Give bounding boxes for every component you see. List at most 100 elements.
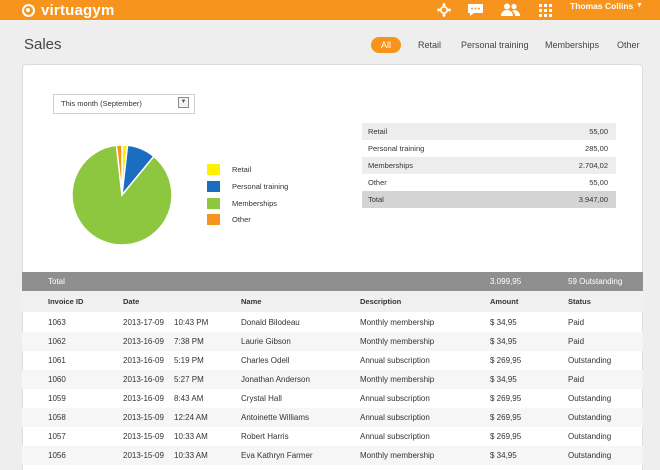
invoice-amount: $ 34,95 — [490, 318, 517, 327]
invoice-description: Annual subscription — [360, 432, 430, 441]
invoice-name: Donald Bilodeau — [241, 318, 300, 327]
invoice-time: 10:33 AM — [174, 451, 208, 460]
chevron-down-icon[interactable]: ▼ — [636, 2, 643, 9]
filter-tab-memberships[interactable]: Memberships — [545, 40, 600, 50]
legend-label: Retail — [232, 165, 252, 174]
invoice-description: Monthly membership — [360, 318, 435, 327]
logo-text: virtuagym — [41, 1, 115, 19]
column-header-status[interactable]: Status — [568, 297, 591, 306]
legend-item-personal-training: Personal training — [207, 181, 288, 192]
chat-icon[interactable] — [466, 0, 484, 20]
invoice-row[interactable]: 1063 2013-17-09 10:43 PM Donald Bilodeau… — [22, 313, 643, 332]
invoice-description: Annual subscription — [360, 413, 430, 422]
invoice-time: 10:43 PM — [174, 318, 209, 327]
sales-summary-table: Retail 55,00 Personal training 285,00 Me… — [362, 123, 616, 208]
sales-pie-chart — [71, 144, 173, 246]
invoice-amount: $ 269,95 — [490, 413, 522, 422]
legend-label: Other — [232, 215, 251, 224]
legend-item-memberships: Memberships — [207, 198, 277, 209]
legend-swatch-memberships — [207, 198, 220, 209]
invoices-total-bar: Total 3.099,95 59 Outstanding — [22, 272, 643, 291]
legend-item-other: Other — [207, 214, 251, 225]
invoice-time: 12:24 AM — [174, 413, 208, 422]
summary-total-row: Total 3.947,00 — [362, 191, 616, 208]
hub-icon[interactable] — [436, 0, 452, 20]
invoice-status: Outstanding — [568, 356, 612, 365]
summary-label: Other — [368, 178, 387, 187]
invoice-time: 8:43 AM — [174, 394, 204, 403]
summary-value: 285,00 — [585, 144, 608, 153]
invoice-time: 5:27 PM — [174, 375, 204, 384]
summary-label: Memberships — [368, 161, 414, 170]
people-icon[interactable] — [498, 0, 522, 20]
invoice-id: 1062 — [48, 337, 66, 346]
summary-row: Retail 55,00 — [362, 123, 616, 140]
invoice-name: Crystal Hall — [241, 394, 282, 403]
invoice-date: 2013-16-09 — [123, 394, 164, 403]
invoice-id: 1058 — [48, 413, 66, 422]
invoice-status: Outstanding — [568, 394, 612, 403]
invoice-row[interactable]: 1060 2013-16-09 5:27 PM Jonathan Anderso… — [22, 370, 643, 389]
invoice-amount: $ 34,95 — [490, 375, 517, 384]
column-header-name[interactable]: Name — [241, 297, 262, 306]
filter-tab-retail[interactable]: Retail — [418, 40, 442, 50]
legend-label: Memberships — [232, 199, 278, 208]
invoice-date: 2013-15-09 — [123, 432, 164, 441]
invoice-status: Outstanding — [568, 451, 612, 460]
invoice-name: Jonathan Anderson — [241, 375, 310, 384]
invoice-date: 2013-16-09 — [123, 356, 164, 365]
summary-value: 2.704,02 — [578, 161, 608, 170]
pie-slice-other — [115, 144, 123, 196]
select-arrow-icon[interactable]: ▼ — [178, 97, 189, 108]
invoice-status: Paid — [568, 337, 585, 346]
invoices-table-header: Invoice ID Date Name Description Amount … — [22, 291, 643, 312]
filter-tab-other[interactable]: Other — [617, 40, 640, 50]
invoice-amount: $ 34,95 — [490, 451, 517, 460]
invoice-row[interactable]: 1058 2013-15-09 12:24 AM Antoinette Will… — [22, 408, 643, 427]
summary-row: Personal training 285,00 — [362, 140, 616, 157]
outstanding-count[interactable]: 59 Outstanding — [568, 277, 623, 286]
filter-tab-all[interactable]: All — [371, 37, 401, 53]
invoice-row[interactable]: 1057 2013-15-09 10:33 AM Robert Harris A… — [22, 427, 643, 446]
invoice-row[interactable]: 1061 2013-16-09 5:19 PM Charles Odell An… — [22, 351, 643, 370]
invoice-description: Annual subscription — [360, 394, 430, 403]
invoice-description: Monthly membership — [360, 337, 435, 346]
invoice-id: 1060 — [48, 375, 66, 384]
invoice-row[interactable]: 1059 2013-16-09 8:43 AM Crystal Hall Ann… — [22, 389, 643, 408]
invoice-name: Antoinette Williams — [241, 413, 310, 422]
user-menu-name[interactable]: Thomas Collins — [570, 1, 634, 11]
period-select[interactable]: This month (September) — [53, 94, 195, 114]
logo-mark-icon — [22, 3, 35, 17]
invoice-name: Charles Odell — [241, 356, 290, 365]
invoice-amount: $ 34,95 — [490, 337, 517, 346]
invoice-name: Robert Harris — [241, 432, 289, 441]
summary-row: Other 55,00 — [362, 174, 616, 191]
app-logo[interactable]: virtuagym — [22, 0, 115, 20]
summary-label: Personal training — [368, 144, 425, 153]
invoice-row[interactable]: 1056 2013-15-09 10:33 AM Eva Kathryn Far… — [22, 446, 643, 465]
invoice-status: Outstanding — [568, 413, 612, 422]
invoice-date: 2013-16-09 — [123, 337, 164, 346]
invoice-date: 2013-17-09 — [123, 318, 164, 327]
invoice-id: 1057 — [48, 432, 66, 441]
legend-label: Personal training — [232, 182, 289, 191]
summary-value: 55,00 — [589, 178, 608, 187]
invoice-amount: $ 269,95 — [490, 394, 522, 403]
column-header-amount[interactable]: Amount — [490, 297, 519, 306]
summary-total-label: Total — [368, 195, 384, 204]
column-header-description[interactable]: Description — [360, 297, 402, 306]
invoice-row[interactable]: 1062 2013-16-09 7:38 PM Laurie Gibson Mo… — [22, 332, 643, 351]
filter-tab-personal-training[interactable]: Personal training — [461, 40, 529, 50]
invoice-description: Annual subscription — [360, 356, 430, 365]
column-header-date[interactable]: Date — [123, 297, 140, 306]
invoice-time: 10:33 AM — [174, 432, 208, 441]
invoice-status: Paid — [568, 318, 585, 327]
invoice-date: 2013-15-09 — [123, 451, 164, 460]
apps-grid-icon[interactable] — [537, 0, 553, 20]
invoice-time: 5:19 PM — [174, 356, 204, 365]
invoice-description: Monthly membership — [360, 451, 435, 460]
invoice-description: Monthly membership — [360, 375, 435, 384]
column-header-invoice-id[interactable]: Invoice ID — [48, 297, 84, 306]
invoice-name: Eva Kathryn Farmer — [241, 451, 313, 460]
invoices-total-amount: 3.099,95 — [490, 277, 522, 286]
